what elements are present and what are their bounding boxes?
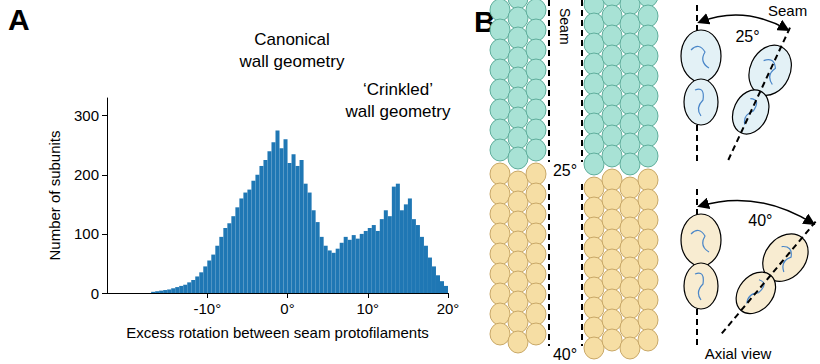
svg-text:10°: 10° (356, 300, 379, 317)
svg-text:Seam: Seam (768, 2, 807, 19)
svg-text:Canonical: Canonical (254, 30, 330, 49)
svg-text:20°: 20° (437, 300, 460, 317)
svg-text:40°: 40° (553, 346, 577, 363)
svg-text:40°: 40° (748, 212, 772, 229)
svg-text:A: A (8, 3, 30, 36)
svg-text:0°: 0° (280, 300, 294, 317)
svg-text:Seam: Seam (557, 8, 573, 45)
svg-text:-10°: -10° (193, 300, 221, 317)
svg-text:100: 100 (74, 225, 99, 242)
svg-text:200: 200 (74, 166, 99, 183)
svg-text:Excess rotation between seam p: Excess rotation between seam protofilame… (126, 324, 429, 341)
svg-text:0: 0 (91, 285, 99, 302)
svg-text:Number of subunits: Number of subunits (46, 130, 63, 260)
svg-text:25°: 25° (553, 162, 577, 179)
svg-text:B: B (474, 5, 496, 38)
svg-text:wall geometry: wall geometry (345, 102, 451, 121)
svg-text:25°: 25° (735, 28, 759, 45)
svg-text:Axial view: Axial view (705, 345, 772, 362)
svg-text:300: 300 (74, 107, 99, 124)
svg-text:wall geometry: wall geometry (239, 52, 345, 71)
svg-text:‘Crinkled’: ‘Crinkled’ (363, 80, 433, 99)
